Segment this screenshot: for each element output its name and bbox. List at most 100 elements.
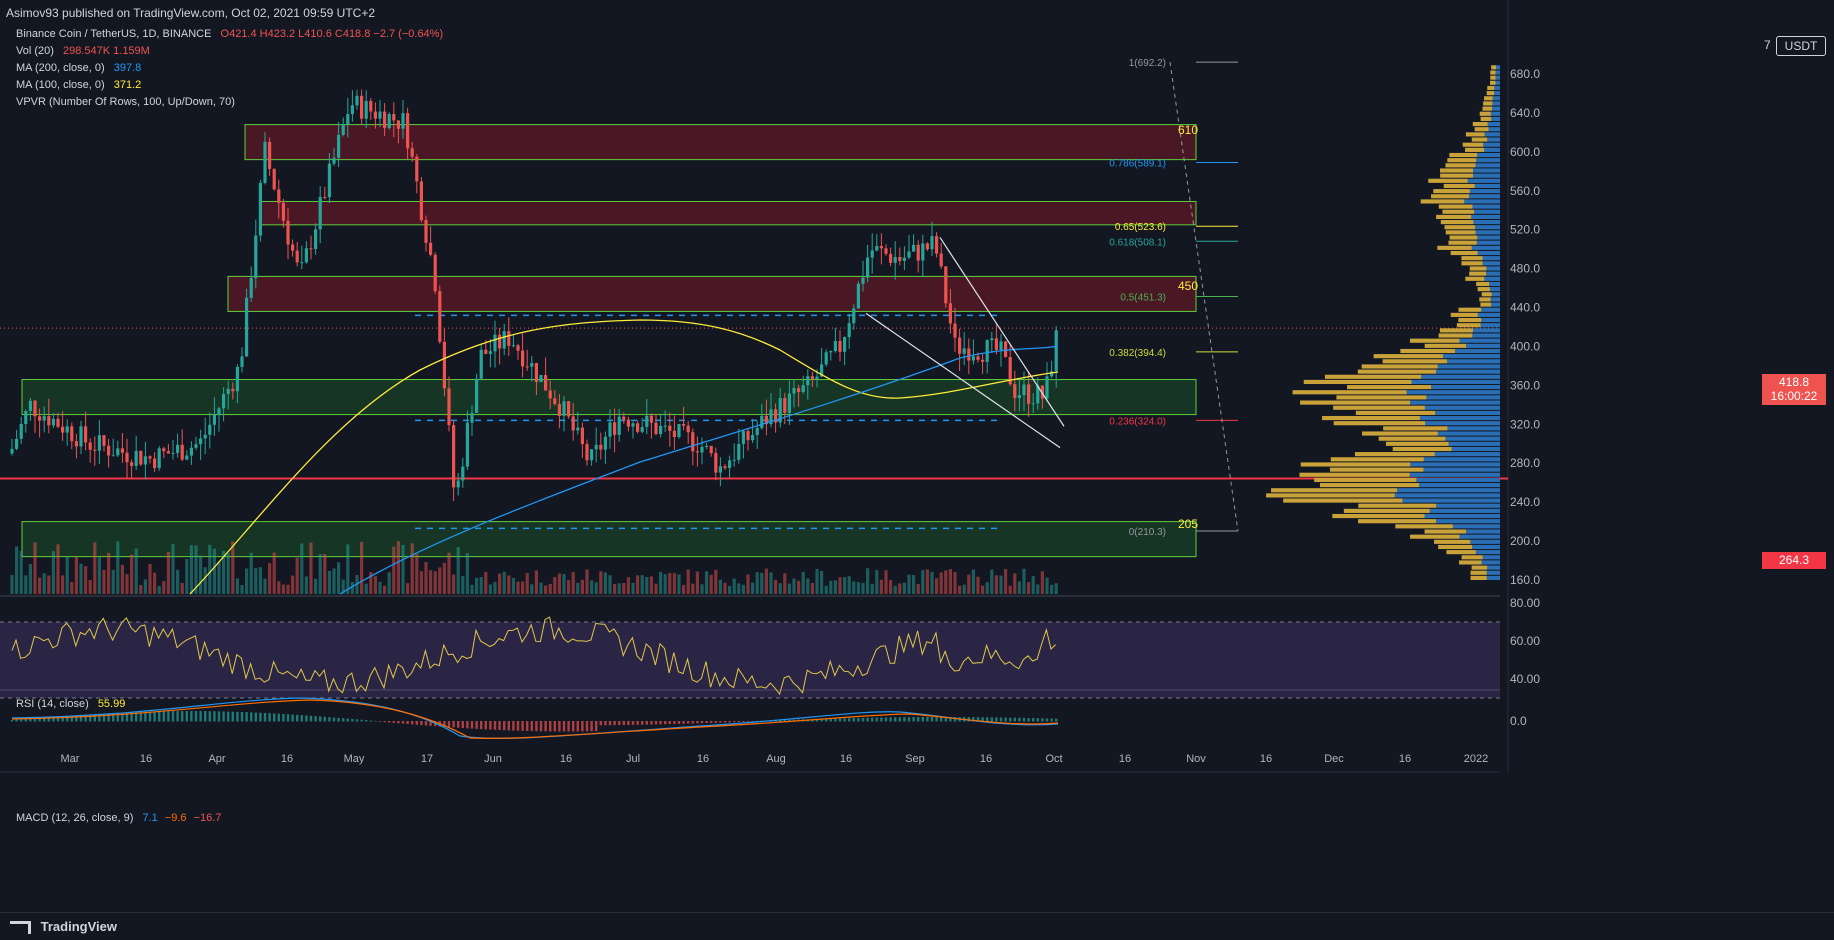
volume-bar xyxy=(447,552,451,594)
vp-up-bar xyxy=(1464,199,1500,204)
ma200-legend[interactable]: MA (200, close, 0) 397.8 xyxy=(16,60,141,77)
time-axis-label: 16 xyxy=(697,753,709,765)
volume-legend[interactable]: Vol (20) 298.547K 1.159M xyxy=(16,43,150,60)
volume-bar xyxy=(277,581,281,594)
currency-unit-button[interactable]: USDT xyxy=(1776,36,1826,56)
macd-histogram-bar xyxy=(424,721,428,726)
volume-bar xyxy=(226,553,230,594)
symbol-legend[interactable]: Binance Coin / TetherUS, 1D, BINANCE O42… xyxy=(16,26,443,43)
candle-body xyxy=(985,340,989,362)
volume-bar xyxy=(360,542,364,594)
candle-body xyxy=(944,266,948,304)
vp-up-bar xyxy=(1426,395,1500,400)
volume-bar xyxy=(406,583,410,594)
ma100-legend[interactable]: MA (100, close, 0) 371.2 xyxy=(16,77,141,94)
volume-bar xyxy=(797,580,801,594)
price-tick-label: 600.0 xyxy=(1510,145,1540,159)
candle-body xyxy=(866,257,870,278)
candle-body xyxy=(419,181,423,221)
vp-down-bar xyxy=(1458,317,1482,323)
candle-body xyxy=(856,283,860,309)
vp-up-bar xyxy=(1452,524,1500,529)
volume-bar xyxy=(47,575,51,594)
macd-histogram-bar xyxy=(29,718,32,722)
volume-bar xyxy=(1054,583,1058,594)
macd-histogram-bar xyxy=(1018,717,1021,722)
candle-body xyxy=(452,425,456,488)
macd-histogram-bar xyxy=(56,716,60,722)
rsi-tick-label: 60.00 xyxy=(1510,634,1540,648)
volume-bar xyxy=(792,578,796,594)
volume-bar xyxy=(502,571,506,594)
volume-bar xyxy=(410,543,414,594)
volume-bar xyxy=(640,575,644,594)
volume-bar xyxy=(898,583,902,594)
macd-histogram-bar xyxy=(871,717,874,722)
vp-down-bar xyxy=(1358,503,1437,508)
volume-bar xyxy=(24,575,28,594)
candle-body xyxy=(438,291,442,342)
candle-body xyxy=(530,363,534,367)
candle-body xyxy=(65,426,69,433)
fib-trend-line xyxy=(1169,62,1239,532)
vp-down-bar xyxy=(1459,560,1482,565)
vp-up-bar xyxy=(1489,287,1500,292)
vp-down-bar xyxy=(1266,493,1395,498)
macd-histogram-bar xyxy=(737,721,740,723)
volume-bar xyxy=(373,576,377,594)
time-axis-label: Nov xyxy=(1186,753,1206,765)
candle-body xyxy=(203,434,207,439)
volume-bar xyxy=(723,582,727,594)
macd-histogram-bar xyxy=(664,721,667,725)
macd-histogram-bar xyxy=(282,713,285,722)
macd-histogram-bar xyxy=(447,721,451,728)
candle-body xyxy=(654,422,658,435)
price-tick-label: 640.0 xyxy=(1510,106,1540,120)
macd-legend[interactable]: MACD (12, 26, close, 9) 7.1 −9.6 −16.7 xyxy=(16,810,221,827)
volume-bar xyxy=(139,585,143,594)
volume-bar xyxy=(38,577,42,594)
macd-histogram-bar xyxy=(231,711,234,722)
volume-bar xyxy=(97,557,101,594)
macd-histogram-bar xyxy=(457,721,460,728)
vp-up-bar xyxy=(1489,281,1500,287)
macd-histogram-bar xyxy=(576,721,579,732)
tradingview-logo[interactable]: TradingView xyxy=(10,919,117,935)
candle-body xyxy=(208,424,212,435)
volume-bar xyxy=(557,573,561,594)
candle-body xyxy=(1013,384,1017,399)
ma100-line xyxy=(189,319,1059,595)
macd-histogram-bar xyxy=(374,720,377,722)
macd-label: MACD (12, 26, close, 9) xyxy=(16,812,134,824)
macd-histogram-bar xyxy=(259,712,262,722)
vp-down-bar xyxy=(1314,477,1417,483)
vp-up-bar xyxy=(1486,271,1500,276)
fib-level-label: 0.786(589.1) xyxy=(1109,158,1166,169)
rsi-tick-label: 80.00 xyxy=(1510,596,1540,610)
rsi-legend[interactable]: RSI (14, close) 55.99 xyxy=(16,696,125,713)
candle-body xyxy=(879,246,883,249)
macd-histogram-bar xyxy=(480,721,483,730)
macd-histogram-bar xyxy=(562,721,566,732)
vp-up-bar xyxy=(1435,410,1500,415)
resistance-zone xyxy=(259,200,1197,226)
candle-body xyxy=(1054,330,1058,372)
brand-name: TradingView xyxy=(40,919,117,934)
scale-zoom[interactable]: 7 xyxy=(1764,38,1771,52)
vp-down-bar xyxy=(1465,132,1485,137)
macd-histogram-bar xyxy=(148,711,152,722)
vpvr-legend[interactable]: VPVR (Number Of Rows, 100, Up/Down, 70) xyxy=(16,94,235,111)
macd-histogram-bar xyxy=(940,717,943,722)
candle-body xyxy=(355,95,359,106)
volume-bar xyxy=(1008,585,1012,594)
candle-body xyxy=(157,448,161,469)
signal-value: −9.6 xyxy=(164,812,187,824)
candle-body xyxy=(120,448,124,453)
vp-down-bar xyxy=(1450,312,1478,317)
volume-bar xyxy=(272,552,276,594)
macd-histogram-bar xyxy=(981,717,984,722)
macd-histogram-bar xyxy=(742,721,745,722)
chart-canvas[interactable]: 1(692.2) 0.786(589.1) 0.65(523.6) 0.618(508… xyxy=(0,0,1834,912)
vp-down-bar xyxy=(1480,116,1492,121)
